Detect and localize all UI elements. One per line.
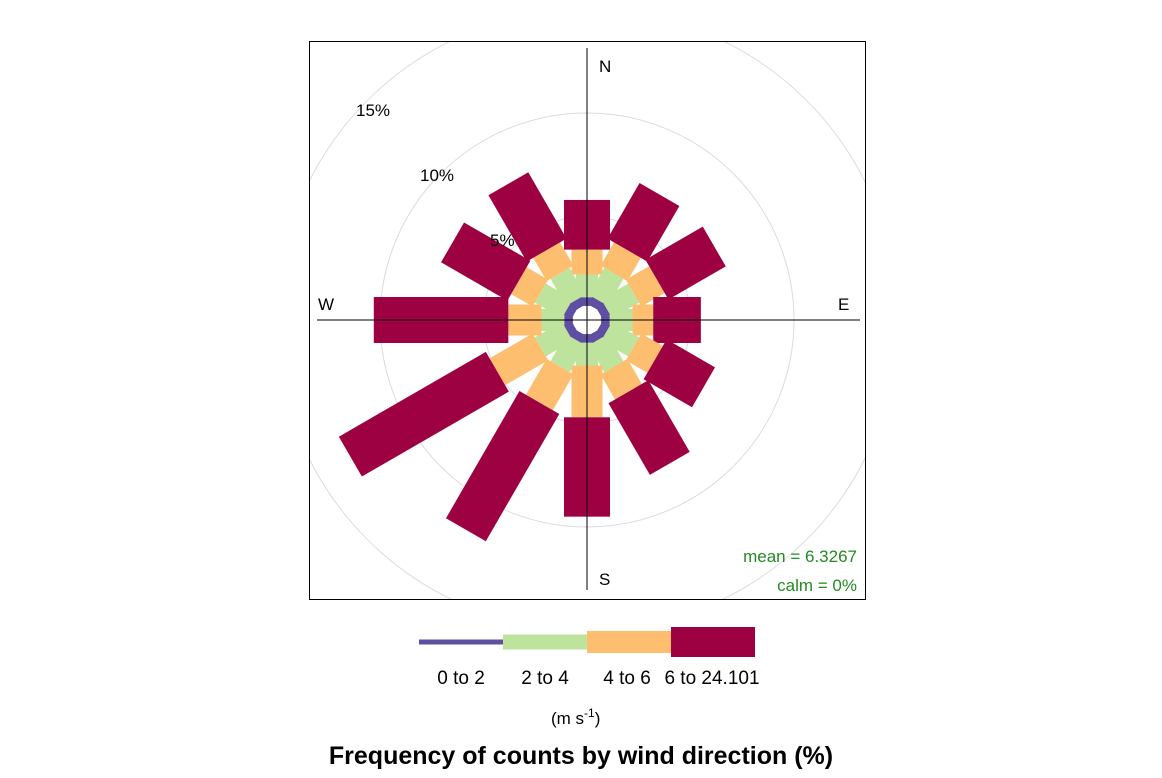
petal-60-bin-4 [645, 226, 726, 300]
legend-swatch-4 [671, 627, 755, 657]
units-label-exponent: -1 [584, 706, 595, 720]
legend: 0 to 2 2 to 4 4 to 6 6 to 24.101 [419, 627, 760, 689]
legend-swatch-1 [419, 639, 503, 645]
units-label: (m s-1) [551, 706, 600, 728]
legend-label-1: 0 to 2 [437, 668, 485, 689]
petal-240-bin-4 [338, 351, 509, 477]
petal-120-bin-3 [625, 333, 663, 373]
legend-label-2: 2 to 4 [521, 668, 569, 689]
radial-tick-label-5: 5% [490, 231, 515, 250]
petal-150-bin-3 [600, 358, 642, 400]
petal-330 [488, 172, 586, 312]
compass-label-e: E [838, 295, 849, 314]
petal-210 [445, 328, 586, 542]
petal-30-bin-4 [607, 183, 680, 262]
petal-30 [588, 183, 680, 312]
petal-330-bin-4 [488, 172, 567, 262]
petal-60 [595, 226, 726, 319]
petal-330-bin-1 [569, 297, 586, 312]
petal-300-bin-4 [441, 222, 531, 301]
legend-swatch-3 [587, 631, 671, 653]
compass-label-w: W [318, 295, 334, 314]
chart-title: Frequency of counts by wind direction (%… [329, 742, 833, 770]
petal-60-bin-3 [625, 266, 665, 307]
plot-frame [309, 41, 866, 600]
petal-30-bin-3 [600, 242, 641, 282]
compass-label-n: N [599, 57, 611, 76]
legend-label-3: 4 to 6 [603, 668, 651, 689]
petal-210-bin-2 [550, 334, 586, 373]
petal-330-bin-2 [550, 267, 586, 306]
units-label-base: (m s [551, 709, 584, 728]
petal-240 [338, 321, 579, 477]
compass-axes [317, 48, 860, 590]
petal-210-bin-3 [525, 358, 574, 411]
legend-swatch-2 [503, 634, 587, 650]
petal-300 [441, 222, 579, 319]
petal-30-bin-2 [588, 267, 624, 306]
petal-240-bin-3 [489, 333, 549, 386]
petal-120 [595, 321, 716, 408]
mean-annotation: mean = 6.3267 [743, 547, 857, 566]
direction-petals [338, 172, 726, 542]
petal-210-bin-4 [445, 390, 560, 542]
radial-tick-label-15: 15% [356, 101, 390, 120]
units-label-close: ) [595, 709, 601, 728]
radial-tick-labels: 5% 10% 15% [356, 101, 515, 250]
petal-300-bin-2 [534, 283, 573, 319]
petal-330-bin-3 [533, 242, 574, 282]
petal-120-bin-4 [643, 339, 716, 408]
petal-300-bin-3 [511, 267, 549, 307]
calm-annotation: calm = 0% [777, 576, 857, 595]
petal-120-bin-2 [601, 321, 640, 357]
legend-label-4: 6 to 24.101 [664, 668, 759, 689]
petal-150-bin-4 [608, 380, 690, 475]
compass-label-s: S [599, 570, 610, 589]
radial-tick-label-10: 10% [420, 166, 454, 185]
